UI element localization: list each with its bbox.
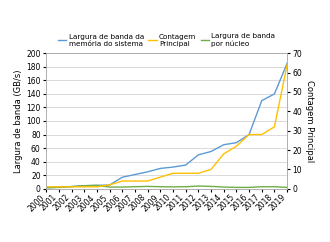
Largura de banda
por núcleo <box>184 185 188 188</box>
Contagem
Principal <box>247 133 251 136</box>
Contagem
Principal <box>184 172 188 175</box>
Contagem
Principal <box>158 176 162 179</box>
Contagem
Principal <box>82 185 86 188</box>
Largura de banda
por núcleo <box>222 186 226 189</box>
Contagem
Principal <box>133 180 137 182</box>
Largura de banda da
memória do sistema <box>273 92 277 95</box>
Largura de banda
por núcleo <box>82 184 86 187</box>
Largura de banda da
memória do sistema <box>95 184 99 187</box>
Contagem
Principal <box>120 180 124 182</box>
Largura de banda da
memória do sistema <box>247 133 251 136</box>
Y-axis label: Largura de banda (GB/s): Largura de banda (GB/s) <box>15 69 23 173</box>
Largura de banda da
memória do sistema <box>70 185 74 188</box>
Largura de banda
por núcleo <box>247 186 251 189</box>
Contagem
Principal <box>260 133 264 136</box>
Contagem
Principal <box>95 185 99 188</box>
Largura de banda da
memória do sistema <box>44 186 48 189</box>
Largura de banda da
memória do sistema <box>234 141 238 144</box>
Largura de banda
por núcleo <box>196 185 200 188</box>
Contagem
Principal <box>108 183 112 186</box>
Largura de banda da
memória do sistema <box>196 153 200 156</box>
Largura de banda da
memória do sistema <box>146 170 149 173</box>
Largura de banda da
memória do sistema <box>209 150 213 153</box>
Largura de banda
por núcleo <box>95 184 99 187</box>
Largura de banda
por núcleo <box>171 185 175 188</box>
Y-axis label: Contagem Principal: Contagem Principal <box>305 80 314 162</box>
Largura de banda da
memória do sistema <box>222 143 226 146</box>
Largura de banda da
memória do sistema <box>82 184 86 187</box>
Line: Largura de banda da
memória do sistema: Largura de banda da memória do sistema <box>46 63 287 188</box>
Largura de banda da
memória do sistema <box>133 173 137 176</box>
Line: Contagem
Principal: Contagem Principal <box>46 65 287 187</box>
Largura de banda
por núcleo <box>133 185 137 188</box>
Contagem
Principal <box>209 168 213 171</box>
Largura de banda da
memória do sistema <box>285 62 289 65</box>
Contagem
Principal <box>44 185 48 188</box>
Contagem
Principal <box>273 125 277 128</box>
Contagem
Principal <box>234 145 238 148</box>
Contagem
Principal <box>222 152 226 155</box>
Largura de banda
por núcleo <box>120 186 124 189</box>
Largura de banda da
memória do sistema <box>260 99 264 102</box>
Largura de banda da
memória do sistema <box>57 186 61 189</box>
Largura de banda da
memória do sistema <box>171 166 175 168</box>
Largura de banda da
memória do sistema <box>158 167 162 170</box>
Largura de banda da
memória do sistema <box>108 184 112 187</box>
Largura de banda
por núcleo <box>234 186 238 189</box>
Contagem
Principal <box>171 172 175 175</box>
Largura de banda
por núcleo <box>108 186 112 189</box>
Contagem
Principal <box>57 185 61 188</box>
Contagem
Principal <box>285 63 289 66</box>
Largura de banda
por núcleo <box>285 186 289 189</box>
Contagem
Principal <box>146 180 149 182</box>
Largura de banda
por núcleo <box>260 185 264 188</box>
Largura de banda
por núcleo <box>273 185 277 188</box>
Largura de banda
por núcleo <box>44 186 48 189</box>
Largura de banda
por núcleo <box>209 185 213 188</box>
Legend: Largura de banda da
memória do sistema, Contagem
Principal, Largura de banda
por: Largura de banda da memória do sistema, … <box>58 33 276 47</box>
Contagem
Principal <box>196 172 200 175</box>
Largura de banda da
memória do sistema <box>184 164 188 166</box>
Contagem
Principal <box>70 185 74 188</box>
Largura de banda da
memória do sistema <box>120 176 124 179</box>
Largura de banda
por núcleo <box>57 186 61 189</box>
Largura de banda
por núcleo <box>70 185 74 188</box>
Largura de banda
por núcleo <box>158 185 162 188</box>
Line: Largura de banda
por núcleo: Largura de banda por núcleo <box>46 185 287 188</box>
Largura de banda
por núcleo <box>146 185 149 188</box>
